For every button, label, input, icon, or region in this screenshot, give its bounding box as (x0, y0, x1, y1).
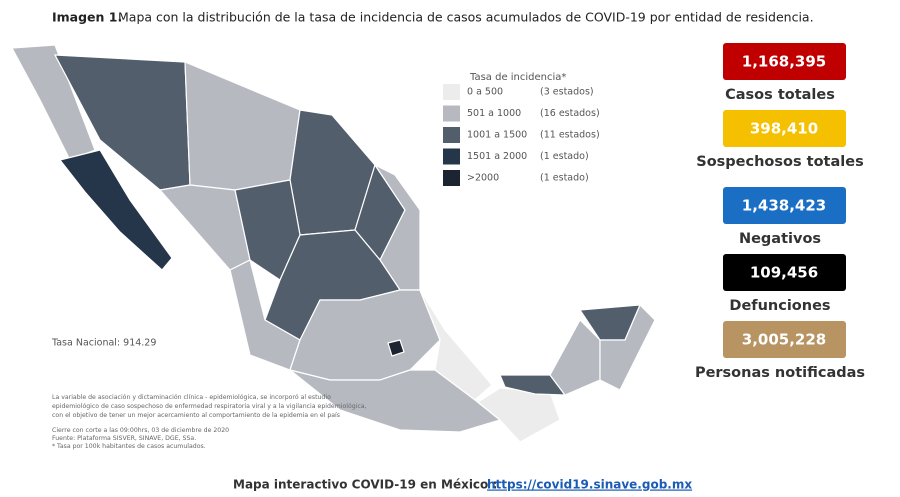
title-label: Imagen 1. (52, 10, 122, 25)
legend-count: (11 estados) (540, 130, 600, 141)
state (289, 369, 502, 433)
stat-box (723, 254, 846, 291)
state (387, 339, 405, 357)
stat-label: Defunciones (729, 298, 830, 314)
legend-count: (16 estados) (540, 108, 600, 119)
stat-label: Casos totales (725, 87, 835, 103)
stats: 1,168,395 Casos totales 398,410 Sospechosos… (695, 43, 865, 381)
notes: La variable de asociación y dictaminació… (52, 393, 367, 450)
legend-swatch (443, 84, 460, 100)
note-line: Cierre con corte a las 09:00hrs, 03 de d… (52, 427, 229, 434)
footer-link[interactable]: https://covid19.sinave.gob.mx (487, 478, 692, 492)
title-text: Mapa con la distribución de la tasa de i… (118, 10, 814, 25)
state (184, 61, 301, 191)
stat-value: 398,410 (750, 120, 818, 138)
state (599, 303, 656, 391)
legend-count: (1 estado) (540, 173, 589, 184)
stat-value: 3,005,228 (742, 331, 826, 349)
stat-value: 109,456 (750, 264, 818, 282)
stat-box (723, 321, 846, 358)
legend: 0 a 500 (3 estados) 501 a 1000 (16 estados)… (443, 84, 600, 186)
stat-box (723, 43, 846, 80)
legend-swatch (443, 127, 460, 143)
legend-title: Tasa de incidencia* (469, 72, 566, 83)
note-line: Fuente: Plataforma SISVER, SINAVE, DGE, … (52, 435, 196, 442)
stat-box (723, 110, 846, 147)
legend-count: (1 estado) (540, 151, 589, 162)
stat-label: Negativos (739, 231, 821, 247)
note-line: epidemiológico de caso sospechoso de enf… (52, 402, 367, 410)
legend-swatch (443, 170, 460, 186)
legend-range: 1001 a 1500 (467, 130, 527, 141)
stat-box (723, 187, 846, 224)
note-line: La variable de asociación y dictaminació… (52, 393, 331, 401)
note-line: con el objetivo de tener un mejor acerca… (52, 411, 340, 419)
state (499, 374, 567, 396)
stat-label: Sospechosos totales (696, 154, 863, 170)
state (58, 149, 173, 271)
legend-count: (3 estados) (540, 87, 594, 98)
legend-range: 1501 a 2000 (467, 151, 527, 162)
footer-text: Mapa interactivo COVID-19 en México : (233, 478, 497, 492)
note-line: * Tasa por 100k habitantes de casos acum… (52, 443, 206, 450)
map (11, 44, 656, 443)
legend-range: 501 a 1000 (467, 108, 521, 119)
national-rate: Tasa Nacional: 914.29 (51, 338, 156, 349)
stat-value: 1,438,423 (742, 197, 826, 215)
stat-label: Personas notificadas (695, 365, 865, 381)
legend-swatch (443, 148, 460, 165)
legend-swatch (443, 105, 460, 122)
legend-range: >2000 (467, 173, 499, 184)
state (549, 319, 601, 396)
legend-range: 0 a 500 (467, 87, 503, 98)
stat-value: 1,168,395 (742, 53, 826, 71)
